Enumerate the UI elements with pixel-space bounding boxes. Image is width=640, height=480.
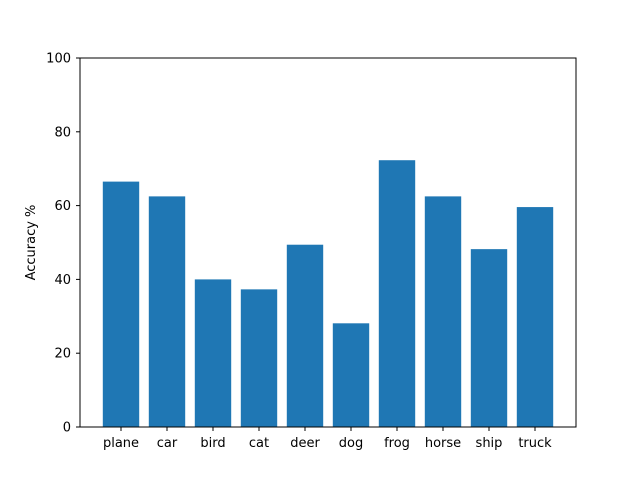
- bar-bird: [194, 279, 232, 427]
- bar-deer: [286, 244, 324, 427]
- x-tick-label: frog: [384, 436, 410, 451]
- y-tick-label: 20: [54, 347, 71, 362]
- bar-group: [102, 160, 554, 428]
- x-tick-label: ship: [476, 436, 503, 451]
- bar-plane: [102, 181, 140, 427]
- y-tick-label: 80: [54, 125, 71, 140]
- bar-truck: [516, 207, 554, 427]
- y-axis-label: Accuracy %: [24, 205, 39, 281]
- plot-frame: [79, 57, 577, 428]
- bar-horse: [424, 196, 462, 428]
- x-tick-label: car: [157, 436, 178, 451]
- x-tick-label: plane: [103, 436, 139, 451]
- y-axis: 0 20 40 60 80 100: [46, 52, 80, 436]
- x-axis: plane car bird cat deer dog frog horse ship truck: [103, 427, 552, 451]
- bar-frog: [378, 160, 416, 427]
- y-tick-label: 0: [63, 421, 71, 436]
- x-tick-label: dog: [339, 436, 363, 451]
- bar-ship: [470, 249, 508, 427]
- x-tick-label: truck: [518, 436, 552, 451]
- y-tick-label: 100: [46, 52, 71, 67]
- x-tick-label: horse: [425, 436, 461, 451]
- bar-dog: [332, 323, 370, 427]
- x-tick-label: cat: [249, 436, 269, 451]
- bar-car: [148, 196, 186, 428]
- y-tick-label: 40: [54, 273, 71, 288]
- x-tick-label: bird: [200, 436, 225, 451]
- bar-cat: [240, 289, 278, 427]
- y-tick-label: 60: [54, 199, 71, 214]
- x-tick-label: deer: [290, 436, 320, 451]
